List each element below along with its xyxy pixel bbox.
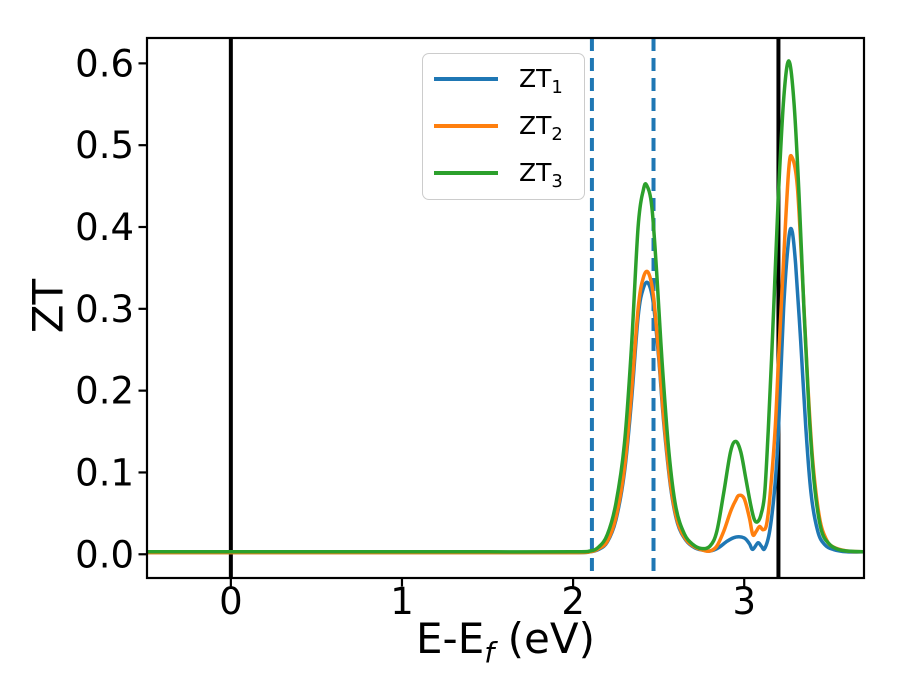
legend-label-zt1-sub: 1	[551, 77, 563, 98]
legend-entry-zt1: ZT1	[434, 55, 584, 102]
x-tick-label-3: 3	[732, 580, 756, 623]
y-tick-label-0: 0.0	[75, 533, 134, 576]
y-tick-label-3: 0.3	[75, 288, 134, 331]
series-line-zt2	[147, 153, 864, 555]
series-line-zt1	[147, 226, 864, 555]
legend: ZT1 ZT2 ZT3	[422, 53, 585, 200]
x-tick-label-1: 1	[390, 580, 414, 623]
legend-line-sample-zt3	[434, 170, 498, 175]
legend-label-zt2: ZT2	[519, 111, 563, 144]
solid-vlines	[228, 38, 781, 578]
legend-label-zt1: ZT1	[519, 64, 563, 97]
y-tick-label-1: 0.1	[75, 451, 134, 494]
y-axis-label: ZT	[23, 278, 73, 334]
dashed-vlines	[589, 38, 656, 578]
x-axis-label-sub: f	[484, 635, 495, 670]
y-tick-label-2: 0.2	[75, 370, 134, 413]
x-tick-label-2: 2	[561, 580, 585, 623]
legend-label-zt2-sub: 2	[551, 124, 563, 145]
tick-marks	[138, 62, 746, 587]
series-line-zt3	[147, 59, 864, 554]
x-axis-label: E-Ef (eV)	[147, 614, 864, 667]
legend-label-zt3: ZT3	[519, 158, 563, 191]
x-tick-label-0: 0	[219, 580, 243, 623]
y-tick-label-6: 0.6	[75, 42, 134, 85]
legend-entry-zt3: ZT3	[434, 149, 584, 196]
legend-line-sample-zt2	[434, 123, 498, 128]
x-axis-label-unit: (eV)	[494, 614, 595, 663]
y-tick-label-4: 0.4	[75, 206, 134, 249]
legend-label-zt2-base: ZT	[519, 111, 552, 140]
legend-label-zt3-sub: 3	[551, 171, 563, 192]
series-curves	[147, 59, 864, 555]
tick-labels: 0 1 2 3 0.0 0.1 0.2 0.3 0.4 0.5 0.6	[75, 42, 756, 623]
y-tick-label-5: 0.5	[75, 124, 134, 167]
legend-label-zt3-base: ZT	[519, 158, 552, 187]
legend-label-zt1-base: ZT	[519, 64, 552, 93]
x-axis-label-main: E-E	[416, 614, 485, 663]
legend-line-sample-zt1	[434, 76, 498, 81]
legend-entry-zt2: ZT2	[434, 102, 584, 149]
